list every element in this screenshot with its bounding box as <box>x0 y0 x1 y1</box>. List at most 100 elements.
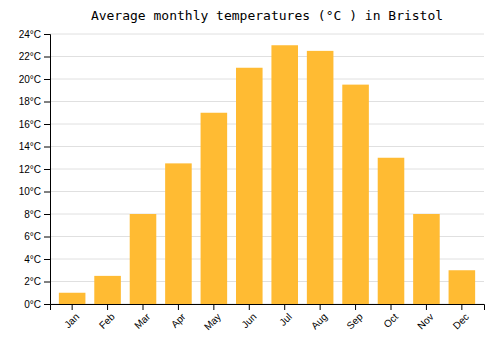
x-tick-mark <box>249 304 250 310</box>
x-tick-label: Jan <box>62 311 81 330</box>
bar <box>94 276 121 304</box>
bar <box>201 113 228 304</box>
bar <box>307 51 334 304</box>
y-tick: 0°C <box>24 299 50 310</box>
y-axis: 0°C 2°C 4°C 6°C 8°C 10°C 12°C 14°C 16°C 18°C 20°C 2… <box>19 29 51 310</box>
y-tick: 4°C <box>24 254 50 265</box>
x-tick: Feb <box>97 304 117 331</box>
x-tick-mark <box>143 304 144 310</box>
x-tick-mark <box>426 304 427 310</box>
x-tick-mark <box>72 304 73 310</box>
y-tick-mark <box>44 57 50 58</box>
bar <box>271 45 298 304</box>
y-tick-label: 24°C <box>19 29 41 40</box>
bar <box>236 68 263 304</box>
y-tick: 20°C <box>19 74 50 85</box>
y-tick-label: 12°C <box>19 164 41 175</box>
x-tick: Apr <box>169 304 188 330</box>
y-tick-mark <box>44 124 50 125</box>
y-tick: 2°C <box>24 276 50 287</box>
y-tick-mark <box>44 237 50 238</box>
x-tick-label: Apr <box>169 311 188 330</box>
bar <box>342 85 369 304</box>
x-axis-line <box>51 305 485 311</box>
grid-line <box>50 191 484 192</box>
plot-area <box>59 45 475 304</box>
y-tick-label: 22°C <box>19 51 41 62</box>
y-tick-label: 20°C <box>19 74 41 85</box>
grid-line <box>50 146 484 147</box>
x-tick: May <box>202 304 223 332</box>
x-tick-label: Oct <box>381 311 400 330</box>
y-tick-label: 6°C <box>24 231 41 242</box>
y-tick-mark <box>44 147 50 148</box>
bar <box>413 214 440 304</box>
x-tick: Sep <box>344 304 365 331</box>
x-tick-label: Nov <box>415 311 435 331</box>
y-axis-line <box>44 35 51 305</box>
x-tick-mark <box>355 304 356 310</box>
y-tick: 10°C <box>19 186 50 197</box>
y-tick-label: 18°C <box>19 96 41 107</box>
grid-line <box>50 169 484 170</box>
x-tick-mark <box>284 304 285 310</box>
bar <box>165 163 192 304</box>
x-tick-label: Aug <box>309 311 329 331</box>
title: Average monthly temperatures (°C ) in Br… <box>91 8 443 23</box>
x-tick-label: May <box>202 311 223 332</box>
x-tick-mark <box>320 304 321 310</box>
y-tick-mark <box>44 169 50 170</box>
x-tick: Jun <box>239 304 258 330</box>
y-tick-mark <box>44 79 50 80</box>
y-tick-mark <box>44 102 50 103</box>
x-tick-label: Jul <box>277 311 294 328</box>
grid-line <box>50 79 484 80</box>
y-tick: 22°C <box>19 51 50 62</box>
y-tick-mark <box>44 192 50 193</box>
y-tick-label: 10°C <box>19 186 41 197</box>
y-tick: 14°C <box>19 141 50 152</box>
x-tick-mark <box>461 304 462 310</box>
y-tick-label: 0°C <box>24 299 41 310</box>
x-tick-label: Feb <box>97 311 117 331</box>
grid-line <box>50 101 484 102</box>
grid-line <box>50 56 484 57</box>
x-tick-mark <box>391 304 392 310</box>
x-tick: Jul <box>277 304 294 328</box>
x-tick-label: Dec <box>451 311 471 331</box>
y-tick-label: 2°C <box>24 276 41 287</box>
y-tick-label: 14°C <box>19 141 41 152</box>
x-tick-label: Sep <box>344 311 365 332</box>
bar <box>449 270 476 304</box>
y-tick: 18°C <box>19 96 50 107</box>
y-tick: 6°C <box>24 231 50 242</box>
y-tick-mark <box>44 304 50 305</box>
grid-line <box>50 34 484 35</box>
x-tick: Aug <box>309 304 329 331</box>
x-tick-label: Jun <box>239 311 258 330</box>
y-tick: 16°C <box>19 119 50 130</box>
bar <box>130 214 157 304</box>
y-tick-label: 8°C <box>24 209 41 220</box>
y-tick-mark <box>44 214 50 215</box>
x-tick: Jan <box>62 304 81 330</box>
y-tick-label: 4°C <box>24 254 41 265</box>
x-tick: Oct <box>381 304 400 330</box>
x-tick-label: Mar <box>132 311 152 331</box>
y-tick-mark <box>44 282 50 283</box>
bar <box>378 158 405 304</box>
x-axis: Jan Feb Mar Apr May Jun Jul Aug Sep Oct Nov Dec <box>51 304 485 332</box>
x-tick-mark <box>178 304 179 310</box>
y-tick: 12°C <box>19 164 50 175</box>
x-tick-mark <box>213 304 214 310</box>
grid <box>50 34 484 304</box>
y-tick-mark <box>44 34 50 35</box>
x-tick: Dec <box>451 304 471 331</box>
x-tick: Mar <box>132 304 152 331</box>
grid-line <box>50 124 484 125</box>
y-tick: 24°C <box>19 29 50 40</box>
y-tick-mark <box>44 259 50 260</box>
bar <box>59 293 86 304</box>
x-tick-mark <box>107 304 108 310</box>
y-tick: 8°C <box>24 209 50 220</box>
